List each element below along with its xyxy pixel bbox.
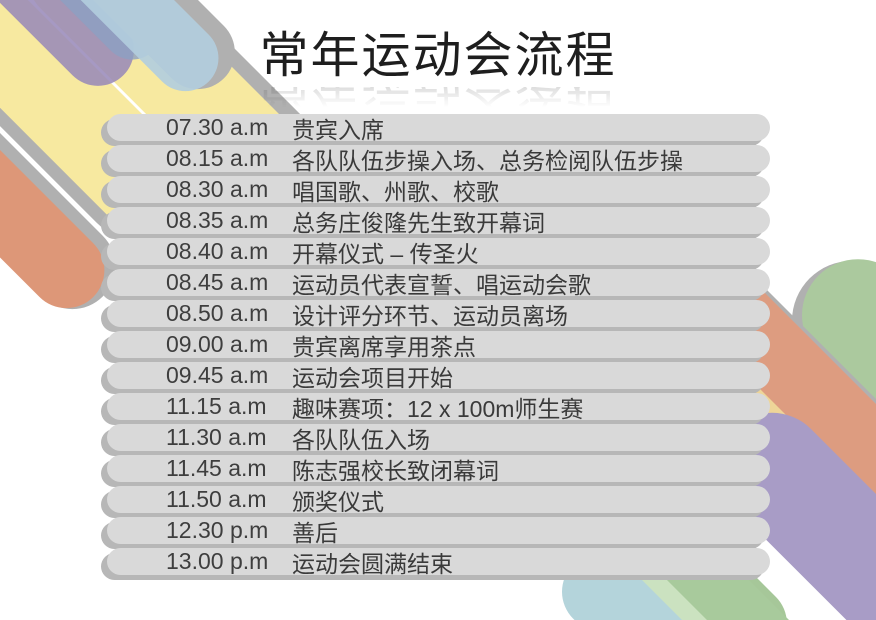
schedule-activity: 运动会圆满结束: [292, 550, 453, 577]
schedule-row: 09.45 a.m 运动会项目开始: [107, 362, 770, 391]
schedule-row: 08.15 a.m 各队队伍步操入场、总务检阅队伍步操: [107, 145, 770, 174]
schedule-activity: 唱国歌、州歌、校歌: [292, 178, 499, 205]
schedule-row: 08.40 a.m 开幕仪式 – 传圣火: [107, 238, 770, 267]
schedule-time: 13.00 p.m: [166, 548, 269, 574]
schedule-time: 08.40 a.m: [166, 238, 269, 264]
schedule-row: 09.00 a.m 贵宾离席享用茶点: [107, 331, 770, 360]
schedule-activity: 贵宾入席: [292, 116, 384, 143]
schedule-activity: 运动会项目开始: [292, 364, 453, 391]
schedule-time: 08.30 a.m: [166, 176, 269, 202]
schedule-time: 11.15 a.m: [166, 393, 267, 419]
schedule-time: 08.45 a.m: [166, 269, 269, 295]
title-block: 常年运动会流程 常年运动会流程: [0, 26, 876, 113]
schedule-activity: 各队队伍步操入场、总务检阅队伍步操: [292, 147, 683, 174]
schedule-activity: 善后: [292, 519, 338, 546]
schedule-time: 11.45 a.m: [166, 455, 267, 481]
schedule-time: 09.00 a.m: [166, 331, 269, 357]
schedule-time: 11.30 a.m: [166, 424, 267, 450]
schedule-row: 08.30 a.m 唱国歌、州歌、校歌: [107, 176, 770, 205]
schedule-activity: 趣味赛项：12 x 100m师生赛: [292, 395, 584, 422]
schedule-row: 08.45 a.m 运动员代表宣誓、唱运动会歌: [107, 269, 770, 298]
schedule-activity: 设计评分环节、运动员离场: [292, 302, 568, 329]
schedule-time: 08.15 a.m: [166, 145, 269, 171]
schedule-time: 11.50 a.m: [166, 486, 267, 512]
schedule-row: 07.30 a.m 贵宾入席: [107, 114, 770, 143]
schedule-time: 08.35 a.m: [166, 207, 269, 233]
slide-title: 常年运动会流程: [259, 29, 617, 83]
schedule-activity: 颁奖仪式: [292, 488, 384, 515]
schedule-row: 08.50 a.m 设计评分环节、运动员离场: [107, 300, 770, 329]
schedule-row: 11.45 a.m 陈志强校长致闭幕词: [107, 455, 770, 484]
schedule-row: 11.50 a.m 颁奖仪式: [107, 486, 770, 515]
schedule-row: 11.30 a.m 各队队伍入场: [107, 424, 770, 453]
schedule-time: 09.45 a.m: [166, 362, 269, 388]
schedule-time: 07.30 a.m: [166, 114, 269, 140]
schedule-activity: 开幕仪式 – 传圣火: [292, 240, 479, 267]
schedule-list: 07.30 a.m 贵宾入席 08.15 a.m 各队队伍步操入场、总务检阅队伍…: [107, 114, 770, 579]
schedule-activity: 贵宾离席享用茶点: [292, 333, 476, 360]
slide-title-reflection: 常年运动会流程: [0, 87, 876, 113]
schedule-activity: 运动员代表宣誓、唱运动会歌: [292, 271, 591, 298]
schedule-activity: 陈志强校长致闭幕词: [292, 457, 499, 484]
schedule-row: 08.35 a.m 总务庄俊隆先生致开幕词: [107, 207, 770, 236]
schedule-time: 08.50 a.m: [166, 300, 269, 326]
schedule-row: 12.30 p.m 善后: [107, 517, 770, 546]
schedule-activity: 各队队伍入场: [292, 426, 430, 453]
schedule-row: 13.00 p.m 运动会圆满结束: [107, 548, 770, 577]
schedule-activity: 总务庄俊隆先生致开幕词: [292, 209, 545, 236]
schedule-row: 11.15 a.m 趣味赛项：12 x 100m师生赛: [107, 393, 770, 422]
schedule-time: 12.30 p.m: [166, 517, 269, 543]
